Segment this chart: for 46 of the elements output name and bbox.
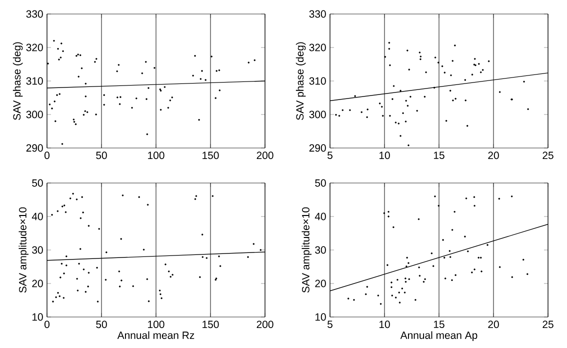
x-tick-label: 20 xyxy=(488,320,499,328)
y-tick-label: 300 xyxy=(309,110,326,118)
y-axis-title: SAV phase (deg) xyxy=(12,42,23,120)
x-tick-label: 15 xyxy=(434,152,444,159)
y-tick-label: 300 xyxy=(26,110,43,118)
x-tick-label: 100 xyxy=(148,152,164,160)
y-axis-title: SAV amplitude×10 xyxy=(302,207,312,293)
x-tick-label: 150 xyxy=(202,152,219,160)
y-tick-label: 20 xyxy=(315,280,326,288)
x-tick-label: 5 xyxy=(328,320,332,328)
y-tick-label: 20 xyxy=(32,280,43,288)
y-tick-label: 30 xyxy=(315,246,326,254)
y-tick-label: 310 xyxy=(26,77,43,85)
x-tick-label: 20 xyxy=(488,152,499,160)
y-axis-title: SAV amplitude×10 xyxy=(18,207,28,293)
x-tick-label: 25 xyxy=(542,320,554,328)
y-tick-label: 290 xyxy=(26,144,43,152)
y-tick-label: 330 xyxy=(26,10,43,18)
x-tick-label: 0 xyxy=(44,320,50,328)
y-axis-title: SAV phase (deg) xyxy=(296,42,306,120)
x-tick-label: 100 xyxy=(148,320,164,328)
y-tick-label: 50 xyxy=(32,179,43,187)
y-tick-label: 310 xyxy=(309,77,326,85)
x-tick-label: 200 xyxy=(256,152,274,160)
y-tick-label: 10 xyxy=(32,313,43,321)
y-tick-label: 330 xyxy=(309,10,326,18)
x-tick-label: 200 xyxy=(256,320,274,328)
x-tick-label: 10 xyxy=(379,152,390,160)
x-tick-label: 10 xyxy=(379,320,390,328)
y-tick-label: 290 xyxy=(309,144,326,152)
y-tick-label: 40 xyxy=(32,212,43,220)
y-tick-label: 320 xyxy=(26,44,43,52)
x-axis-title: Annual mean Rz xyxy=(117,331,194,339)
x-tick-label: 5 xyxy=(328,152,332,159)
y-tick-label: 320 xyxy=(309,44,326,52)
y-tick-label: 40 xyxy=(314,212,326,220)
y-tick-label: 30 xyxy=(32,246,43,254)
x-tick-label: 15 xyxy=(434,320,444,328)
y-tick-label: 50 xyxy=(315,179,326,187)
x-tick-label: 50 xyxy=(96,152,107,160)
x-tick-label: 50 xyxy=(96,320,107,328)
x-tick-label: 0 xyxy=(44,152,50,160)
x-tick-label: 150 xyxy=(202,320,219,328)
y-tick-label: 10 xyxy=(315,313,326,321)
x-axis-title: Annual mean Ap xyxy=(400,331,478,342)
x-tick-label: 25 xyxy=(542,152,554,160)
